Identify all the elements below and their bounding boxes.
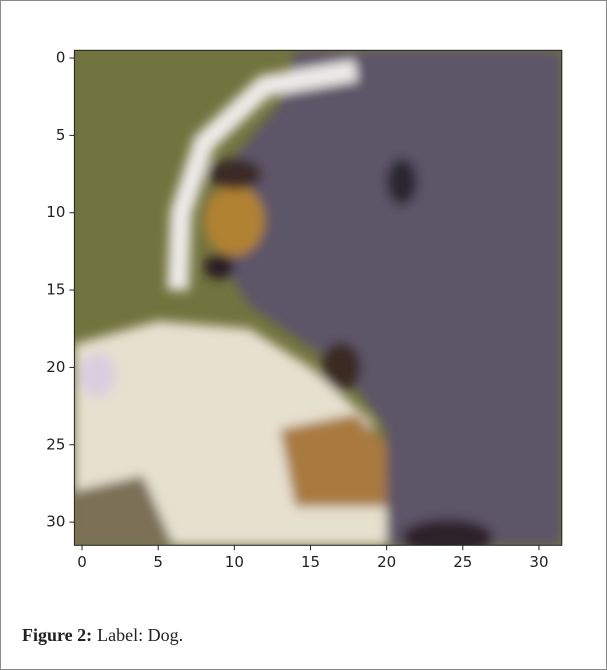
caption: Figure 2:Label: Dog.: [22, 625, 183, 645]
highlight: [79, 353, 116, 396]
y-tick-label: 0: [56, 49, 66, 67]
dog-image: [74, 50, 561, 556]
y-tick-label: 15: [46, 281, 65, 299]
x-tick-label: 5: [153, 553, 163, 571]
y-tick-label: 5: [56, 126, 66, 144]
y-tick-label: 20: [46, 358, 65, 376]
x-tick-label: 25: [453, 553, 472, 571]
eye: [387, 159, 417, 205]
x-tick-label: 10: [225, 553, 244, 571]
x-tick-label: 0: [77, 553, 87, 571]
y-tick-label: 25: [46, 435, 65, 453]
x-tick-label: 20: [377, 553, 396, 571]
y-tick-label: 30: [46, 513, 65, 531]
x-tick-label: 30: [529, 553, 548, 571]
caption-text: Label: Dog.: [97, 625, 183, 645]
dark-spot: [204, 254, 234, 279]
y-tick-label: 10: [46, 203, 65, 221]
dark-spot: [207, 159, 262, 190]
x-tick-label: 15: [301, 553, 320, 571]
figure-panel: Figure 2:Label: Dog. 0 5 10 15 20 25 30 0 5 10 15 2…: [0, 0, 607, 670]
orange-patch: [204, 185, 265, 256]
caption-label: Figure 2:: [22, 625, 92, 645]
